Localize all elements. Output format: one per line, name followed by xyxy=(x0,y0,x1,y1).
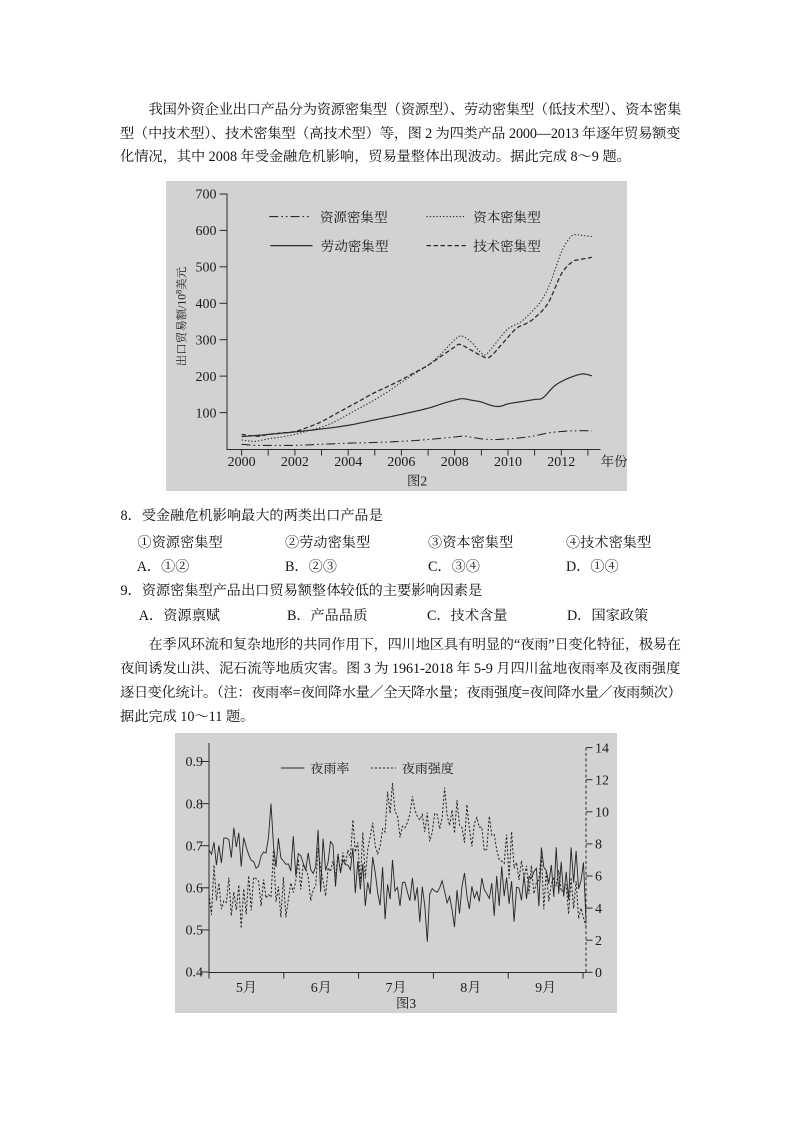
svg-text:0.5: 0.5 xyxy=(186,924,204,939)
svg-text:5月: 5月 xyxy=(236,980,257,996)
svg-text:6月: 6月 xyxy=(311,980,332,996)
svg-text:2010: 2010 xyxy=(494,455,522,470)
svg-text:2012: 2012 xyxy=(547,455,575,470)
svg-text:12: 12 xyxy=(595,773,609,788)
svg-text:0.8: 0.8 xyxy=(186,797,204,812)
svg-text:2000: 2000 xyxy=(228,455,256,470)
svg-text:夜雨强度: 夜雨强度 xyxy=(402,761,454,776)
svg-text:700: 700 xyxy=(196,188,217,203)
svg-text:劳动密集型: 劳动密集型 xyxy=(321,239,389,254)
svg-text:2008: 2008 xyxy=(441,455,469,470)
svg-text:10: 10 xyxy=(595,806,609,821)
svg-text:资本密集型: 资本密集型 xyxy=(473,210,541,225)
svg-text:200: 200 xyxy=(196,370,217,385)
svg-text:9月: 9月 xyxy=(535,980,556,996)
svg-text:0: 0 xyxy=(595,966,602,981)
svg-text:技术密集型: 技术密集型 xyxy=(473,239,541,254)
svg-text:2004: 2004 xyxy=(334,455,362,470)
svg-text:14: 14 xyxy=(595,741,609,756)
svg-text:400: 400 xyxy=(196,297,217,312)
svg-text:7月: 7月 xyxy=(386,980,407,996)
svg-text:2: 2 xyxy=(595,934,602,949)
svg-text:图2: 图2 xyxy=(407,474,427,489)
svg-text:0.4: 0.4 xyxy=(186,966,204,981)
svg-text:2006: 2006 xyxy=(387,455,415,470)
svg-text:年份: 年份 xyxy=(601,454,628,469)
svg-text:300: 300 xyxy=(196,333,217,348)
svg-text:资源密集型: 资源密集型 xyxy=(320,210,388,225)
svg-text:100: 100 xyxy=(196,406,217,421)
svg-text:图3: 图3 xyxy=(396,996,416,1011)
svg-text:8: 8 xyxy=(595,838,602,853)
svg-text:2002: 2002 xyxy=(281,455,309,470)
svg-text:8月: 8月 xyxy=(460,980,481,996)
svg-text:出口贸易额/108美元: 出口贸易额/108美元 xyxy=(174,266,189,366)
svg-text:4: 4 xyxy=(595,902,602,917)
svg-text:0.9: 0.9 xyxy=(186,755,204,770)
svg-text:500: 500 xyxy=(196,261,217,276)
svg-text:0.6: 0.6 xyxy=(186,882,204,897)
svg-text:600: 600 xyxy=(196,224,217,239)
svg-text:夜雨率: 夜雨率 xyxy=(310,761,349,776)
svg-text:0.7: 0.7 xyxy=(186,839,204,854)
svg-text:6: 6 xyxy=(595,870,602,885)
